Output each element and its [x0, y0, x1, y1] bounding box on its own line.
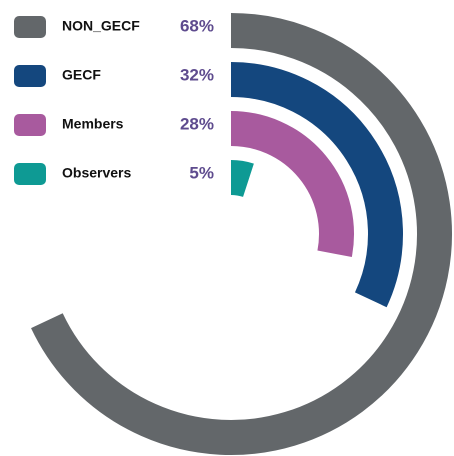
- legend-swatch: [14, 114, 46, 136]
- legend-label: NON_GECF: [62, 18, 140, 34]
- radial-bar: [230, 62, 403, 308]
- value-label: 68%: [180, 16, 214, 35]
- value-label: 5%: [189, 163, 214, 182]
- radial-bar: [31, 13, 452, 455]
- value-label: 28%: [180, 114, 214, 133]
- legend-label: Observers: [62, 165, 131, 181]
- radial-bar: [230, 111, 354, 258]
- legend-swatch: [14, 163, 46, 185]
- value-label: 32%: [180, 65, 214, 84]
- legend-label: GECF: [62, 67, 101, 83]
- radial-bar: [230, 160, 254, 198]
- legend-swatch: [14, 65, 46, 87]
- legend-label: Members: [62, 116, 124, 132]
- legend-swatch: [14, 16, 46, 38]
